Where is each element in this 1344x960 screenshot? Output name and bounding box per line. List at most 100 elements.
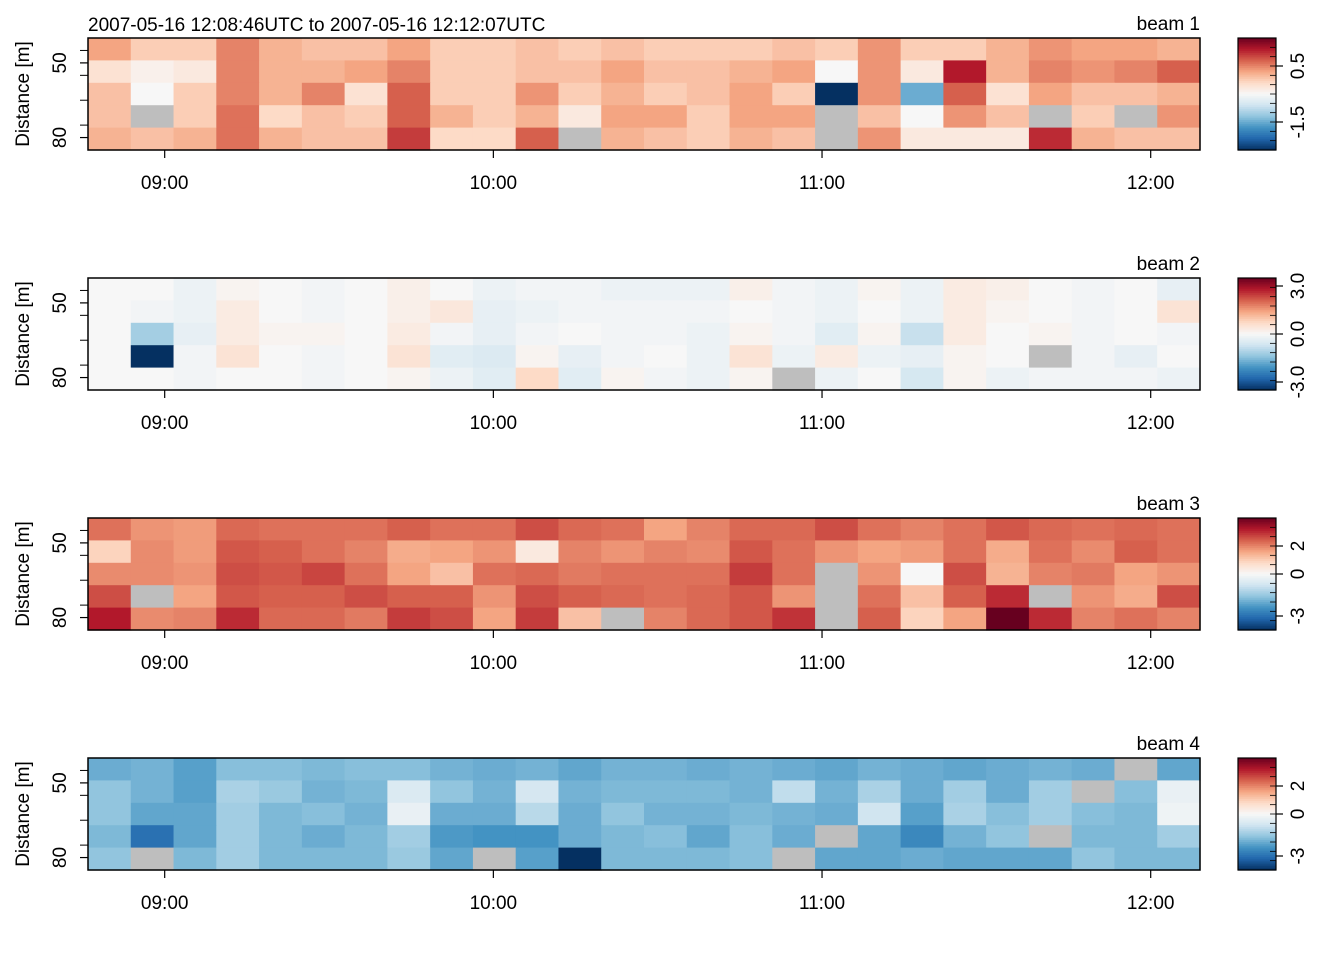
colorbar-step [1238, 373, 1276, 376]
heatmap-cell [88, 825, 132, 849]
heatmap-cell [815, 540, 859, 564]
colorbar-step [1238, 519, 1276, 523]
heatmap-cell [130, 562, 175, 586]
heatmap-cell [986, 562, 1030, 586]
colorbar-step [1238, 575, 1276, 579]
colorbar-step [1238, 363, 1276, 367]
heatmap-cell [88, 82, 132, 106]
heatmap-cell [1028, 780, 1073, 804]
colorbar-step [1238, 90, 1276, 93]
colorbar-tick-label: -1.5 [1288, 106, 1309, 139]
x-tick-label: 10:00 [470, 893, 518, 914]
heatmap-cell [815, 278, 859, 301]
colorbar-step [1238, 806, 1276, 809]
heatmap-cell [857, 127, 902, 151]
colorbar-step [1238, 596, 1276, 599]
colorbar-tick-label: 0.0 [1288, 321, 1309, 347]
heatmap-cell [130, 540, 175, 564]
heatmap-cell [729, 540, 773, 564]
heatmap-cell [130, 607, 175, 631]
colorbar-step [1238, 360, 1276, 363]
colorbar-step [1238, 542, 1276, 545]
heatmap-cells [88, 38, 1201, 151]
heatmap-cell [344, 825, 388, 849]
heatmap-cell [558, 607, 602, 631]
heatmap-cell [601, 847, 645, 871]
heatmap-cell [772, 607, 816, 631]
heatmap-cell [88, 38, 132, 61]
colorbar-step [1238, 787, 1276, 791]
heatmap-cell [472, 127, 517, 151]
colorbar-tick-label: -3 [1288, 608, 1309, 625]
heatmap-cell [88, 127, 132, 151]
heatmap-cell [1114, 322, 1158, 346]
heatmap-cell [729, 585, 773, 609]
heatmap-cell [344, 758, 388, 781]
colorbar-step [1238, 758, 1276, 761]
colorbar-step [1238, 864, 1276, 867]
heatmap-cell [259, 278, 303, 301]
heatmap-cell [943, 345, 987, 369]
colorbar-step [1238, 41, 1276, 45]
heatmap-cell [986, 585, 1030, 609]
heatmap-cell [729, 127, 773, 151]
colorbar-step [1238, 832, 1276, 836]
heatmap-cell [430, 540, 474, 564]
colorbar-step [1238, 540, 1276, 543]
colorbar-step [1238, 80, 1276, 84]
colorbar: -3.0 0.0 3.0 [1237, 273, 1309, 398]
heatmap-cell [815, 847, 859, 871]
heatmap-cell [558, 60, 602, 84]
heatmap-cell [601, 540, 645, 564]
heatmap-cell [216, 540, 260, 564]
heatmap-cell [88, 540, 132, 564]
heatmap-cell [558, 802, 602, 826]
heatmap-cell [515, 847, 560, 871]
heatmap-cell [900, 367, 944, 391]
colorbar-step [1238, 843, 1276, 847]
heatmap-cell [216, 802, 260, 826]
heatmap-cell [259, 540, 303, 564]
heatmap-cell [216, 518, 260, 541]
heatmap-cell [986, 540, 1030, 564]
heatmap-cell [686, 367, 731, 391]
heatmap-cell [88, 105, 132, 129]
heatmap-cell [644, 518, 688, 541]
y-tick-label: 50 [50, 292, 71, 313]
heatmap-cell [1114, 518, 1158, 541]
heatmap-cell [1071, 345, 1116, 369]
heatmap-cell [601, 585, 645, 609]
heatmap-cell [857, 60, 902, 84]
colorbar-step [1238, 114, 1276, 117]
colorbar-step [1238, 834, 1276, 837]
heatmap-cell [88, 607, 132, 631]
heatmap-cell [387, 780, 431, 804]
y-tick-label: 80 [50, 847, 71, 868]
colorbar-step [1238, 823, 1276, 826]
heatmap-cell [1071, 518, 1116, 541]
heatmap-cell [130, 322, 175, 346]
colorbar-step [1238, 830, 1276, 834]
heatmap-cell [216, 607, 260, 631]
heatmap-cell [301, 127, 346, 151]
colorbar-step [1238, 367, 1276, 371]
heatmap-cell [686, 345, 731, 369]
heatmap-cell [130, 367, 175, 391]
heatmap-cell [943, 105, 987, 129]
heatmap-cell [472, 38, 517, 61]
heatmap-cell [259, 585, 303, 609]
heatmap-cell [1071, 82, 1116, 106]
heatmap-cell [943, 127, 987, 151]
colorbar-step [1238, 52, 1276, 56]
heatmap-cell [644, 82, 688, 106]
colorbar-step [1238, 47, 1276, 50]
heatmap-cell [1114, 780, 1158, 804]
heatmap-cell [1114, 562, 1158, 586]
heatmap-cell [515, 607, 560, 631]
heatmap-cell [900, 127, 944, 151]
heatmap-cell [173, 38, 217, 61]
colorbar-step [1238, 66, 1276, 69]
colorbar-step [1238, 118, 1276, 121]
heatmap-cell [729, 278, 773, 301]
colorbar-step [1238, 51, 1276, 54]
